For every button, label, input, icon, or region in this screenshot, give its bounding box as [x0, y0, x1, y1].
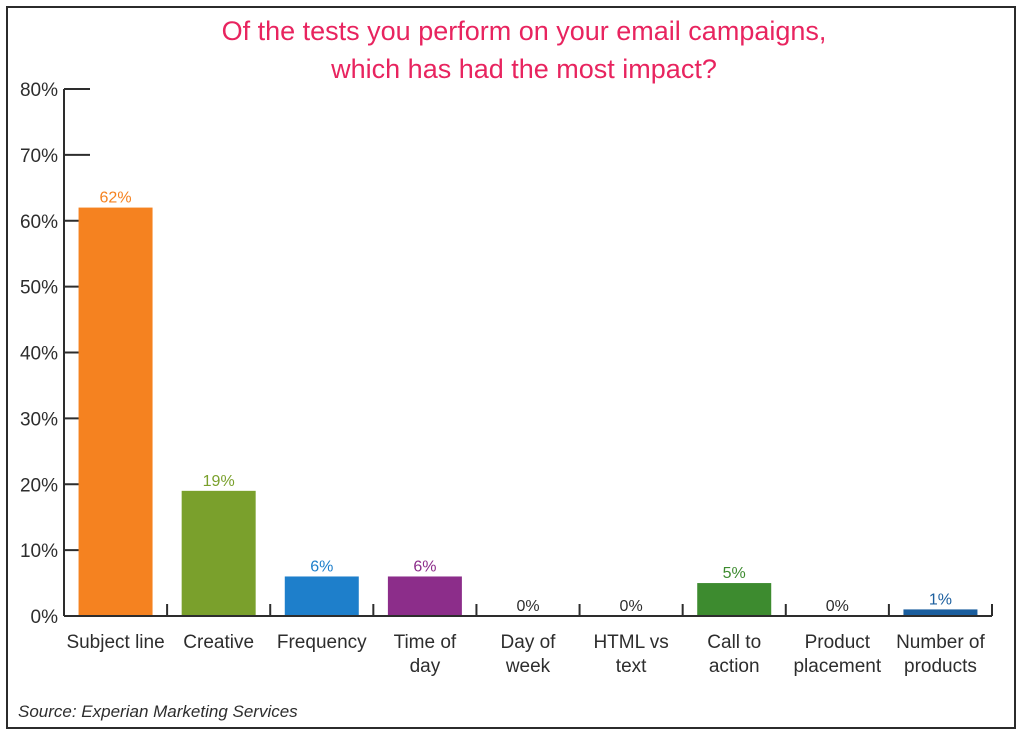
chart-frame [6, 6, 1016, 729]
y-tick-label: 30% [20, 409, 58, 430]
data-label: 6% [310, 558, 333, 575]
x-tick-label: Number of products [896, 632, 985, 677]
chart-title-line-2: which has had the most impact? [330, 54, 717, 84]
bar [284, 576, 359, 616]
chart-title-line-1: Of the tests you perform on your email c… [222, 16, 827, 46]
x-tick-label: Day of week [501, 632, 557, 677]
bars: 62% 19% 6% 6% 0% 0% 5% 0% 1% [78, 190, 978, 616]
y-tick-label: 0% [31, 607, 59, 628]
data-label: 1% [929, 591, 952, 608]
x-tick-label: Subject line [66, 632, 164, 653]
bar [387, 576, 462, 616]
source-note: Source: Experian Marketing Services [18, 702, 298, 721]
y-tick-label: 50% [20, 278, 58, 299]
y-tick-label: 80% [20, 80, 58, 101]
data-label: 62% [100, 190, 132, 207]
y-axis: 0% 10% 20% 30% 40% 50% 60% 70% 80% [20, 80, 90, 628]
bar [903, 609, 978, 616]
y-tick-label: 60% [20, 212, 58, 233]
x-tick-label: Time of day [394, 632, 457, 677]
data-label: 6% [413, 558, 436, 575]
x-tick-label: HTML vs text [593, 632, 668, 677]
y-tick-label: 70% [20, 146, 58, 167]
bar [697, 583, 772, 616]
y-tick-label: 40% [20, 344, 58, 365]
x-tick-label: Frequency [277, 632, 367, 653]
x-axis: Subject line Creative Frequency Time of day D… [64, 604, 993, 677]
x-tick-label: Call to action [707, 632, 761, 677]
chart-title: Of the tests you perform on your email c… [222, 16, 827, 84]
x-tick-label: Creative [183, 632, 254, 653]
y-tick-label: 10% [20, 541, 58, 562]
data-label: 0% [620, 598, 643, 615]
bar [181, 490, 256, 616]
data-label: 19% [203, 473, 235, 490]
bar [78, 207, 153, 616]
data-label: 0% [826, 598, 849, 615]
y-tick-label: 20% [20, 475, 58, 496]
x-tick-label: Product placement [793, 632, 881, 677]
data-label: 5% [723, 565, 746, 582]
data-label: 0% [516, 598, 539, 615]
